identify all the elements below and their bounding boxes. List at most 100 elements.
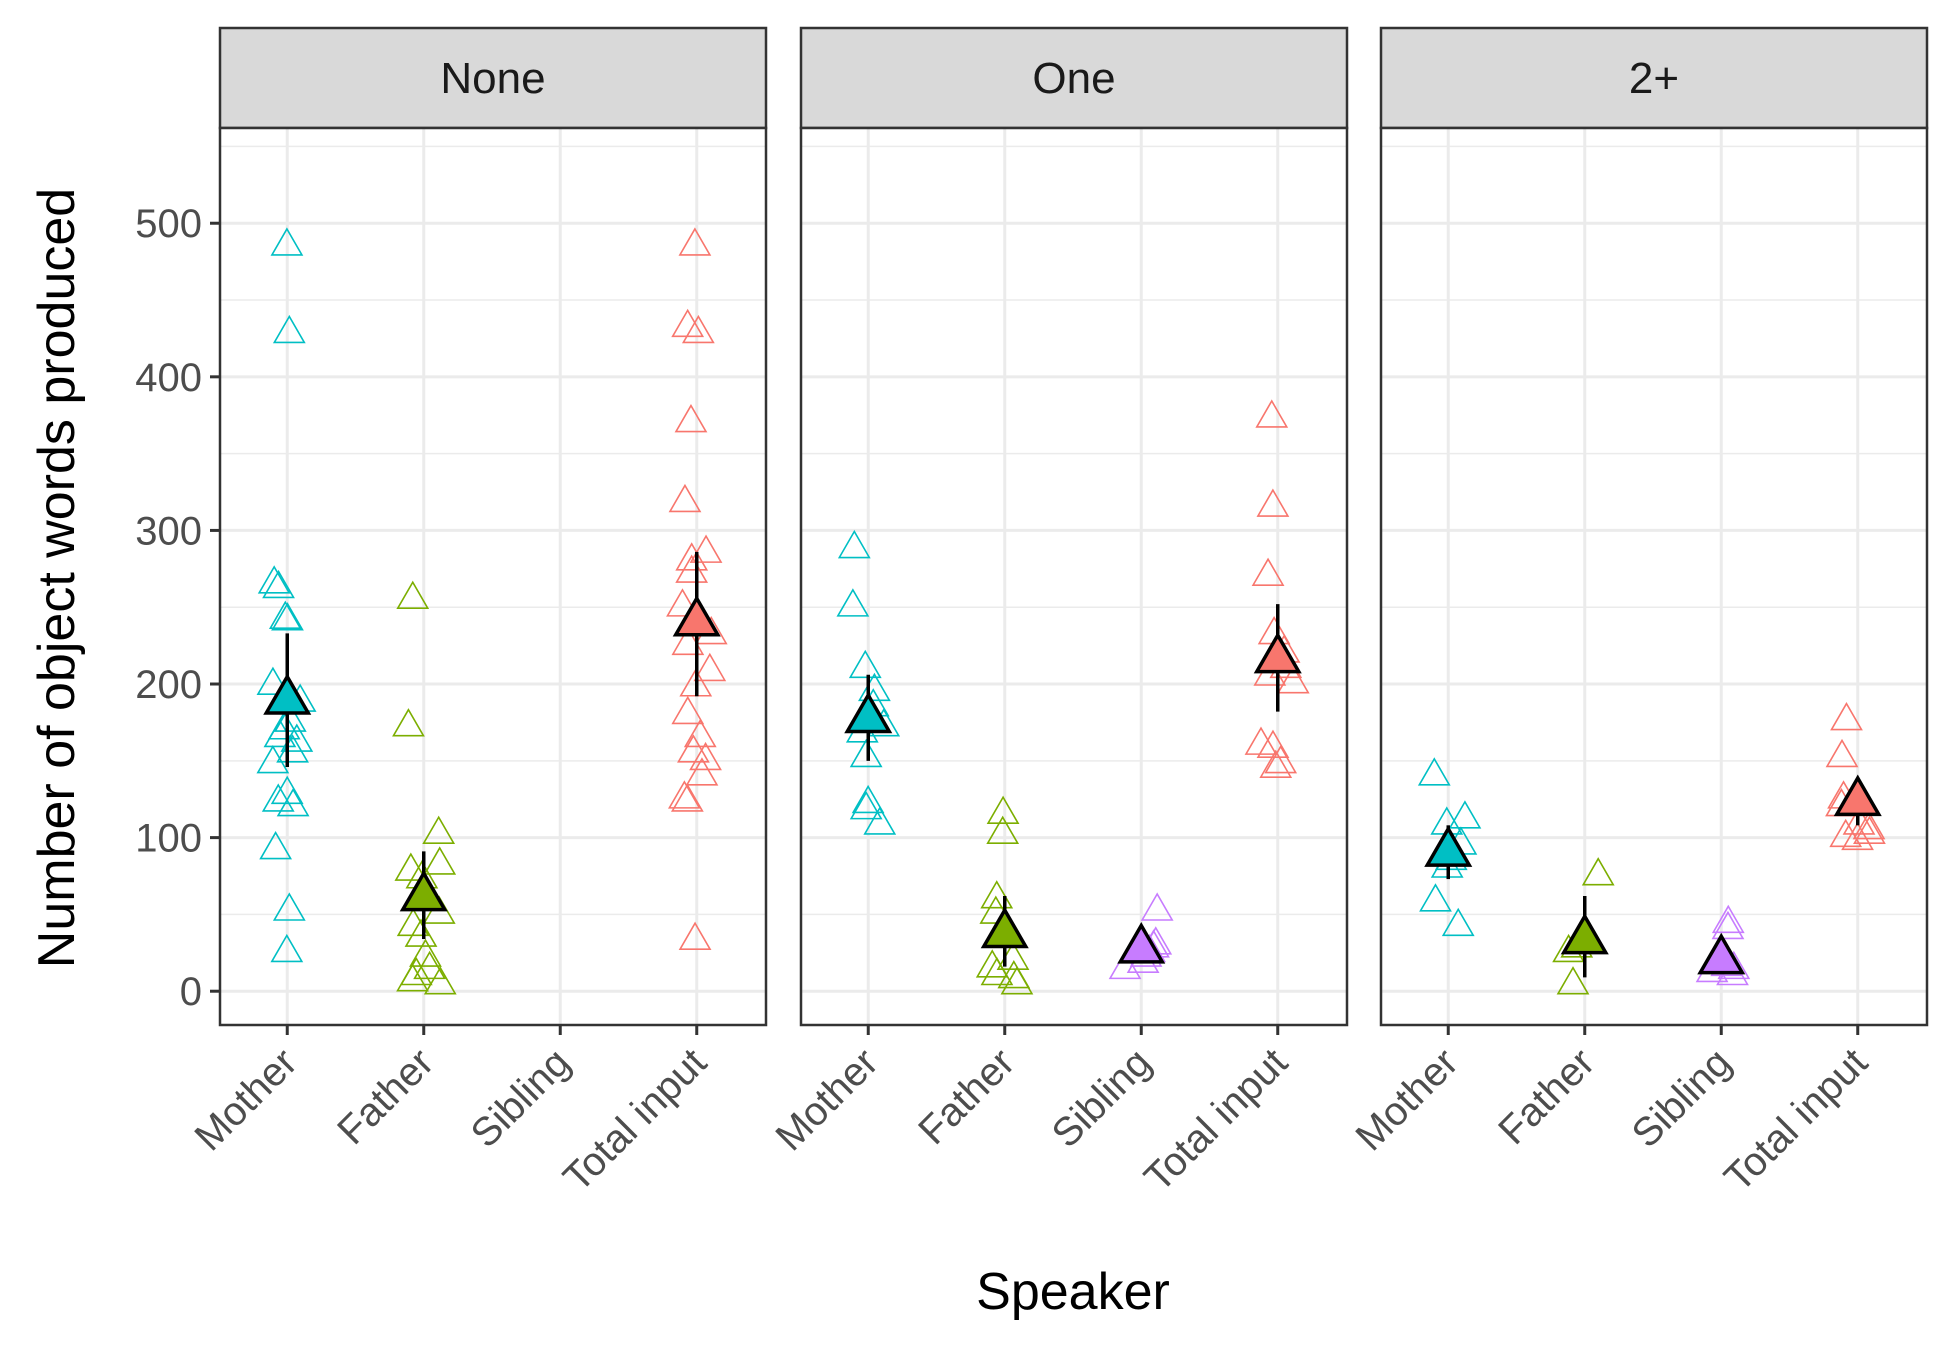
data-point-mother [259,830,293,860]
data-point-father [980,880,1014,909]
mean-marker-mother [263,673,312,715]
data-point-mother [270,933,304,963]
mean-marker-sibling [1117,921,1166,964]
plot-background [801,128,1347,1025]
data-point-mother [851,784,885,814]
data-point-total-input [675,554,709,583]
data-point-mother [849,738,883,768]
x-tick-label: Total input [555,1040,715,1200]
x-tick-label: Sibling [1624,1040,1740,1156]
data-point-total-input [1276,665,1310,694]
data-point-mother [280,723,314,752]
panel-border [218,126,768,1027]
data-point-mother [836,588,870,617]
data-point-father [423,846,457,875]
x-tick-label: Sibling [1044,1040,1160,1156]
facet-strip [799,26,1349,130]
data-point-mother [270,227,304,256]
data-point-father [980,956,1014,986]
data-point-sibling [1711,904,1745,934]
mean-marker-mother [844,691,893,734]
y-tick-label: 200 [135,663,202,707]
data-point-mother [257,565,291,594]
data-point-father [423,966,457,995]
facet-strip-label: One [1032,54,1115,103]
data-point-father [1556,966,1590,995]
data-point-mother [262,569,295,599]
panel-border [1379,126,1929,1027]
data-point-father [1000,966,1034,995]
data-point-total-input [1852,811,1886,840]
y-tick-label: 300 [135,509,202,553]
data-point-total-input [666,588,699,617]
x-tick-label: Total input [1716,1040,1876,1200]
data-point-total-input [1255,399,1289,428]
y-axis-title: Number of object words produced [28,188,86,968]
data-point-sibling [1140,892,1174,921]
data-point-total-input [677,734,710,763]
data-point-mother [1417,757,1451,786]
y-tick-label: 100 [135,817,202,861]
x-tick-label: Total input [1136,1040,1296,1200]
data-point-total-input [693,652,727,682]
data-point-mother [256,666,290,696]
y-axis: 0 100 200 300 400 500 [135,202,220,1014]
data-point-mother [272,314,306,344]
data-point-sibling [1711,910,1745,940]
data-point-father [396,963,429,992]
data-point-total-input [685,757,719,786]
x-tick-label: Mother [186,1040,305,1159]
mean-marker-father [980,906,1029,949]
data-point-total-input [1841,821,1874,851]
data-point-total-input [689,741,722,771]
data-point-mother [273,703,307,732]
data-point-mother [261,783,295,812]
data-point-father [1581,857,1615,886]
y-tick-label: 0 [180,970,202,1014]
mean-marker-father [1560,912,1609,955]
facet-strip-label: 2+ [1629,54,1679,103]
panel-border [799,126,1349,1027]
data-point-mother [256,744,290,774]
x-tick-label: Father [329,1040,442,1153]
data-point-total-input [670,783,704,812]
data-point-mother [849,791,883,820]
data-point-mother [863,806,897,835]
data-point-total-input [1259,749,1293,778]
x-axis-title: Speaker [976,1263,1170,1321]
mean-marker-total-input [672,594,721,637]
data-point-father [986,815,1020,845]
plot-background [1381,128,1927,1025]
data-point-total-input [678,227,712,256]
x-tick-label: Father [1490,1040,1603,1153]
data-point-mother [837,529,871,559]
facet-strip [1379,26,1929,130]
data-point-total-input [1830,701,1863,731]
data-point-total-input [668,483,702,513]
x-tick-label: Sibling [463,1040,579,1156]
mean-marker-total-input [1253,631,1302,674]
y-tick-label: 500 [135,202,202,246]
data-point-total-input [1244,726,1278,755]
mean-marker-mother [1424,825,1473,867]
data-point-father [409,938,442,967]
data-point-mother [270,775,304,805]
data-point-father [413,950,446,980]
data-point-total-input [678,921,712,950]
data-point-mother [848,649,882,679]
data-point-total-input [681,314,715,344]
mean-marker-father [399,869,448,912]
data-point-father [422,815,456,845]
data-point-father [396,580,430,609]
facet-strip-label: None [440,54,545,103]
data-point-total-input [1251,557,1285,586]
data-point-sibling [1108,950,1142,980]
data-point-total-input [689,534,723,563]
data-point-total-input [1264,744,1298,774]
data-point-total-input [675,542,709,571]
data-point-mother [268,600,302,629]
data-point-mother [271,602,304,631]
